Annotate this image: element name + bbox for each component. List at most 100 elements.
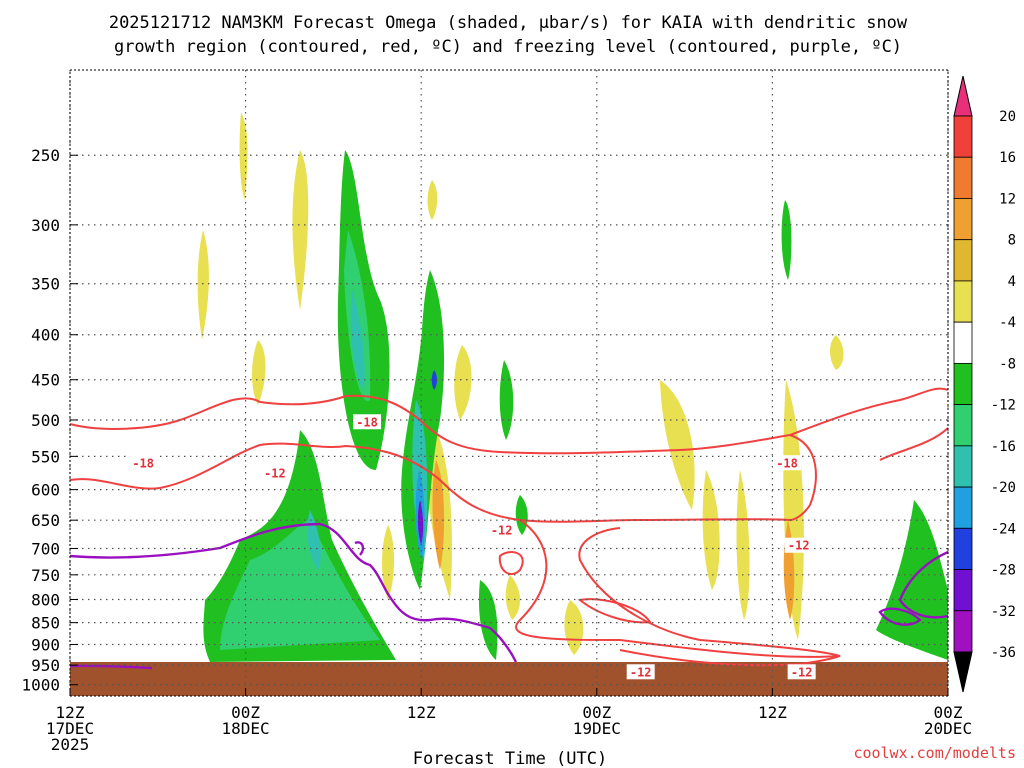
- y-tick-label-900: 900: [31, 635, 60, 654]
- omega-positive-patch: [454, 345, 472, 420]
- x-tick-label-3-1: 19DEC: [573, 719, 621, 738]
- contour-label-2: -18: [776, 456, 798, 470]
- contour-label-bg-5: [784, 537, 813, 553]
- y-tick-label-600: 600: [31, 481, 60, 500]
- contour-label-0: -18: [132, 456, 154, 470]
- colorbar-swatch-2: [953, 198, 973, 241]
- colorbar-label-12: -32: [991, 604, 1016, 620]
- omega-positive-patch: [830, 335, 844, 370]
- freezing-level-left: [69, 522, 518, 663]
- contour-label-3: -12: [264, 466, 286, 480]
- y-tick-label-350: 350: [31, 275, 60, 294]
- colorbar-swatch-8: [953, 445, 973, 488]
- grid-layer: [69, 70, 949, 696]
- colorbar-label-11: -28: [991, 563, 1016, 579]
- contour-label-5: -12: [788, 539, 810, 553]
- colorbar: 20 16 12 8 4 -4 -8 -12 -16 -20 -24 -28 -32 -36: [953, 75, 1016, 693]
- y-tick-label-700: 700: [31, 539, 60, 558]
- colorbar-label-6: -8: [999, 356, 1016, 372]
- y-tick-label-400: 400: [31, 326, 60, 345]
- omega-negative-core: [220, 520, 380, 650]
- contour-labels: -18 -18 -18 -12 -12 -12 -12 -12: [129, 414, 816, 680]
- omega-negative-core: [350, 290, 365, 390]
- omega-negative-patch: [515, 495, 528, 535]
- y-tick-label-950: 950: [31, 656, 60, 675]
- contour-label-6: -12: [630, 665, 652, 679]
- y-tick-label-850: 850: [31, 614, 60, 633]
- colorbar-label-10: -24: [991, 521, 1016, 537]
- contour-loop-small: [498, 551, 524, 575]
- colorbar-top-arrow: [953, 75, 973, 117]
- colorbar-swatch-12: [953, 610, 973, 653]
- colorbar-label-1: 16: [999, 150, 1016, 166]
- contour-loop-small: [577, 598, 652, 624]
- y-tick-label-800: 800: [31, 590, 60, 609]
- omega-positive-patch: [660, 380, 695, 510]
- x-tick-label-5-0: 00Z: [934, 703, 963, 722]
- contour-minus18-upper: [69, 387, 949, 455]
- colorbar-swatch-10: [953, 527, 973, 570]
- omega-positive-patch: [702, 470, 720, 590]
- y-tick-label-650: 650: [31, 511, 60, 530]
- omega-negative-patch: [478, 580, 498, 660]
- colorbar-swatch-9: [953, 486, 973, 529]
- freezing-level-contour: [69, 522, 949, 670]
- x-tick-label-0-2: 2025: [51, 735, 90, 754]
- y-tick-label-750: 750: [31, 566, 60, 585]
- contour-label-1: -18: [356, 415, 378, 429]
- x-tick-label-1-0: 00Z: [231, 703, 260, 722]
- x-axis-label: Forecast Time (UTC): [413, 749, 607, 768]
- colorbar-label-9: -20: [991, 480, 1016, 496]
- contour-lower: [619, 649, 841, 667]
- omega-positive-patch: [197, 230, 209, 340]
- omega-positive-patch: [564, 600, 584, 655]
- omega-negative-core: [431, 370, 437, 390]
- contour-label-bg-1: [353, 414, 382, 430]
- x-tick-label-3-0: 00Z: [582, 703, 611, 722]
- colorbar-label-13: -36: [991, 645, 1016, 661]
- omega-positive-patch: [292, 150, 309, 310]
- contour-label-bg-0: [129, 455, 158, 471]
- y-tick-label-450: 450: [31, 371, 60, 390]
- colorbar-label-4: 4: [1008, 274, 1016, 290]
- omega-positive-patch: [736, 470, 750, 620]
- chart-title-line1: 2025121712 NAM3KM Forecast Omega (shaded…: [109, 13, 908, 33]
- omega-negative-patch: [781, 200, 792, 280]
- freezing-level-bottom: [69, 664, 153, 670]
- x-tick-label-0-0: 12Z: [56, 703, 85, 722]
- source-credit: coolwx.com/modelts: [853, 744, 1016, 762]
- chart-title-line2: growth region (contoured, red, ºC) and f…: [114, 37, 902, 57]
- y-tick-label-500: 500: [31, 411, 60, 430]
- x-tick-label-1-1: 18DEC: [222, 719, 270, 738]
- x-tick-label-4-0: 12Z: [758, 703, 787, 722]
- omega-positive-patch: [382, 525, 394, 600]
- x-tick-label-0-1: 17DEC: [46, 719, 94, 738]
- colorbar-swatch-5: [953, 321, 973, 364]
- freezing-level-right-loop: [878, 607, 922, 626]
- colorbar-label-2: 12: [999, 191, 1016, 207]
- omega-shading: [197, 112, 948, 662]
- colorbar-label-7: -12: [991, 398, 1016, 414]
- colorbar-swatch-11: [953, 569, 973, 612]
- contour-label-bg-6: [626, 664, 655, 680]
- x-tick-label-2-0: 12Z: [407, 703, 436, 722]
- colorbar-swatch-3: [953, 239, 973, 282]
- contour-minus12-right: [879, 427, 949, 461]
- omega-negative-core: [417, 500, 424, 545]
- ground-layer: [70, 662, 948, 696]
- omega-positive-patch: [252, 340, 266, 405]
- contour-label-4: -12: [491, 524, 513, 538]
- colorbar-label-5: -4: [999, 315, 1016, 331]
- y-tick-label-550: 550: [31, 447, 60, 466]
- omega-positive-patch: [427, 180, 438, 220]
- contour-label-bg-2: [773, 455, 802, 471]
- y-tick-label-250: 250: [31, 146, 60, 165]
- colorbar-label-0: 20: [999, 109, 1016, 125]
- colorbar-swatch-7: [953, 404, 973, 447]
- colorbar-swatch-0: [953, 115, 973, 158]
- y-axis: 250 300 350 400 450 500 550 600 650 700 750 800 850 9…: [21, 146, 78, 695]
- freezing-level-right: [898, 550, 949, 619]
- colorbar-label-3: 8: [1008, 233, 1016, 249]
- omega-positive-patch: [505, 575, 520, 620]
